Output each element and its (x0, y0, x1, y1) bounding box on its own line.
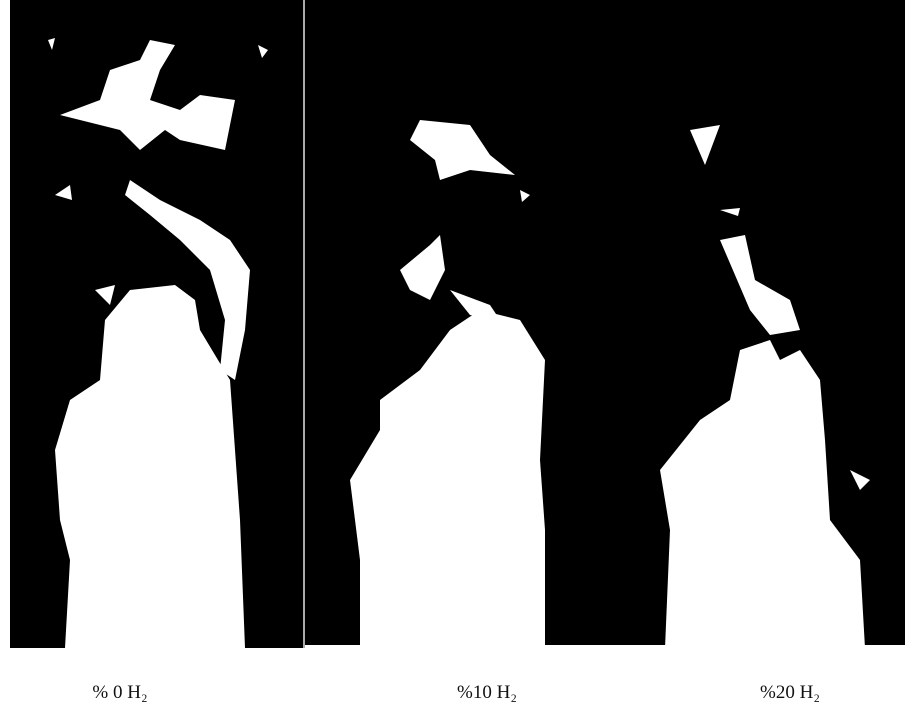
caption: % 0 H₂ (92, 682, 147, 703)
caption: %10 H₂ (457, 682, 517, 703)
figure: % 0 H₂ %10 H₂ %20 H₂ (0, 0, 905, 716)
caption: %20 H₂ (760, 682, 820, 703)
